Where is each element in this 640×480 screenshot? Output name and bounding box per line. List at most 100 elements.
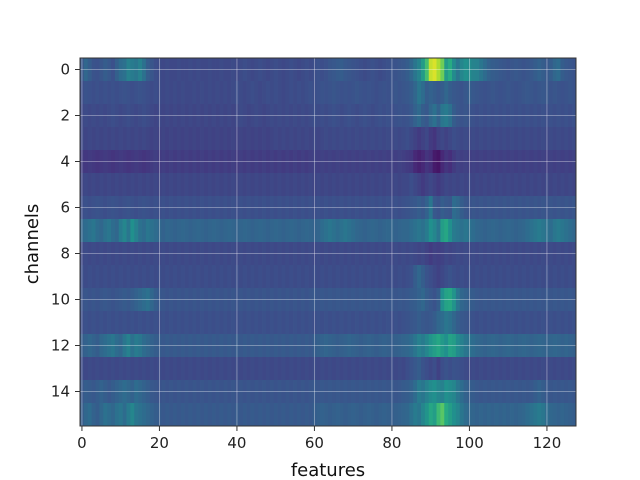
heatmap-cell [227,127,232,151]
heatmap-cell [479,196,484,220]
heatmap-cell [293,81,298,105]
heatmap-cell [459,196,464,220]
heatmap-cell [405,219,410,243]
heatmap-cell [506,58,511,82]
heatmap-cell [145,150,151,174]
heatmap-cell [153,81,158,105]
heatmap-cell [548,265,554,289]
heatmap-cell [320,311,325,335]
heatmap-cell [533,288,538,312]
heatmap-cell [401,81,406,105]
heatmap-cell [188,81,193,105]
heatmap-cell [111,311,116,335]
heatmap-cell [479,81,484,105]
heatmap-cell [238,81,244,105]
heatmap-cell [204,173,209,197]
heatmap-cell [568,219,573,243]
heatmap-cell [463,242,468,266]
heatmap-cell [335,334,340,358]
heatmap-cell [126,81,131,105]
heatmap-cell [320,58,325,82]
heatmap-cell [138,58,143,82]
heatmap-cell [235,357,240,381]
heatmap-cell [196,127,201,151]
heatmap-cell [413,104,418,128]
heatmap-cell [149,334,154,358]
heatmap-cell [87,265,92,289]
heatmap-cell [99,173,104,197]
heatmap-cell [440,242,445,266]
heatmap-cell [83,334,89,358]
heatmap-cell [366,380,371,404]
heatmap-cell [335,196,340,220]
heatmap-cell [99,380,104,404]
heatmap-cell [448,173,453,197]
heatmap-cell [548,334,554,358]
heatmap-cell [188,311,193,335]
heatmap-cell [343,150,348,174]
heatmap-cell [459,403,464,427]
heatmap-cell [417,288,422,312]
heatmap-cell [529,196,534,220]
heatmap-cell [421,104,426,128]
heatmap-cell [452,288,457,312]
heatmap-cell [378,127,383,151]
heatmap-cell [514,403,519,427]
heatmap-cell [297,357,302,381]
heatmap-cell [448,127,453,151]
heatmap-cell [362,127,368,151]
heatmap-cell [362,357,368,381]
heatmap-cell [285,150,290,174]
heatmap-cell [514,104,519,128]
heatmap-cell [149,265,154,289]
heatmap-cell [316,311,321,335]
heatmap-cell [308,242,313,266]
heatmap-cell [351,288,356,312]
heatmap-cell [126,380,131,404]
heatmap-cell [424,288,430,312]
heatmap-cell [238,104,244,128]
heatmap-cell [440,380,445,404]
heatmap-cell [436,242,441,266]
heatmap-cell [277,127,282,151]
heatmap-cell [118,380,123,404]
heatmap-cell [510,58,515,82]
heatmap-cell [347,150,352,174]
heatmap-cell [502,150,507,174]
heatmap-cell [235,242,240,266]
heatmap-cell [483,288,488,312]
x-tick-label: 20 [150,434,169,452]
heatmap-cell [459,311,464,335]
heatmap-cell [448,311,453,335]
heatmap-cell [378,150,383,174]
heatmap-cell [514,58,519,82]
heatmap-cell [362,81,368,105]
heatmap-cell [207,311,213,335]
heatmap-cell [215,219,220,243]
heatmap-cell [471,104,476,128]
heatmap-cell [409,127,414,151]
heatmap-cell [366,150,371,174]
heatmap-cell [397,127,402,151]
heatmap-cell [130,403,135,427]
heatmap-cell [188,173,193,197]
heatmap-cell [521,104,526,128]
heatmap-cell [273,173,278,197]
heatmap-cell [545,104,550,128]
heatmap-cell [529,150,534,174]
heatmap-cell [266,403,271,427]
heatmap-cell [118,58,123,82]
heatmap-cell [455,311,461,335]
heatmap-cell [556,104,561,128]
heatmap-cell [510,81,515,105]
heatmap-cell [157,357,162,381]
heatmap-cell [490,265,495,289]
heatmap-cell [483,150,488,174]
heatmap-cell [351,219,356,243]
heatmap-cell [118,403,123,427]
heatmap-cell [269,219,275,243]
heatmap-cell [506,173,511,197]
heatmap-cell [324,81,329,105]
heatmap-cell [165,288,170,312]
heatmap-cell [343,58,348,82]
